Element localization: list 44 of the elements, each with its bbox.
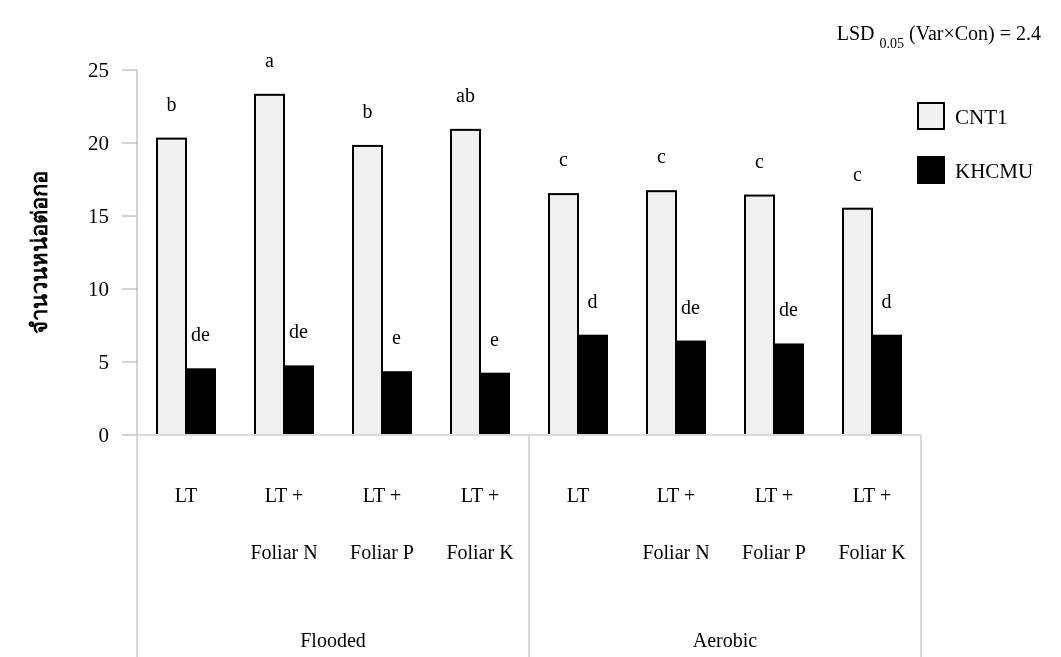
bar bbox=[744, 194, 775, 436]
category-label: LT + Foliar N bbox=[250, 484, 318, 563]
bar bbox=[842, 207, 873, 436]
y-axis-title: จำนวนหน่อต่อกอ bbox=[27, 171, 52, 334]
data-label: d bbox=[587, 289, 598, 312]
text: LSD $_{0.05}$ (Var×Con) = 2.4 bbox=[836, 22, 1041, 51]
y-tick-label: 5 bbox=[98, 350, 109, 374]
text: Aerobic bbox=[692, 629, 758, 651]
data-label: c bbox=[755, 149, 765, 172]
y-tick-label: 15 bbox=[88, 204, 109, 228]
bar bbox=[352, 144, 383, 436]
y-tick-label: 25 bbox=[88, 58, 109, 82]
text: Flooded bbox=[300, 629, 366, 651]
data-label: ab bbox=[456, 83, 475, 106]
legend-label: CNT1 bbox=[955, 105, 1008, 129]
data-label: e bbox=[490, 327, 500, 350]
data-label: c bbox=[657, 145, 667, 168]
category-label: LT + Foliar P bbox=[742, 484, 806, 563]
data-label: b bbox=[166, 92, 177, 115]
data-label: a bbox=[265, 48, 275, 71]
x-tick-label: LT bbox=[566, 484, 590, 506]
data-label: de bbox=[191, 323, 211, 346]
data-label: c bbox=[559, 148, 569, 171]
bar bbox=[450, 128, 481, 436]
data-label: de bbox=[779, 298, 799, 321]
data-label: b bbox=[362, 99, 373, 122]
category-label: LT + Foliar P bbox=[350, 484, 414, 563]
data-label: e bbox=[392, 326, 402, 349]
x-tick-label: LT bbox=[174, 484, 198, 506]
category-label: LT + Foliar K bbox=[838, 484, 906, 563]
data-label: d bbox=[881, 289, 892, 312]
y-tick-label: 20 bbox=[88, 131, 109, 155]
y-tick-label: 10 bbox=[88, 277, 109, 301]
data-label: c bbox=[853, 162, 863, 185]
category-label: LT + Foliar N bbox=[642, 484, 710, 563]
bar bbox=[548, 193, 579, 436]
data-label: de bbox=[289, 320, 309, 343]
data-label: de bbox=[681, 295, 701, 318]
bar bbox=[646, 190, 677, 436]
y-tick-label: 0 bbox=[98, 423, 109, 447]
category-label: LT + Foliar K bbox=[446, 484, 514, 563]
legend-label: KHCMU bbox=[955, 159, 1034, 183]
bar bbox=[156, 137, 187, 436]
bar bbox=[254, 93, 285, 436]
